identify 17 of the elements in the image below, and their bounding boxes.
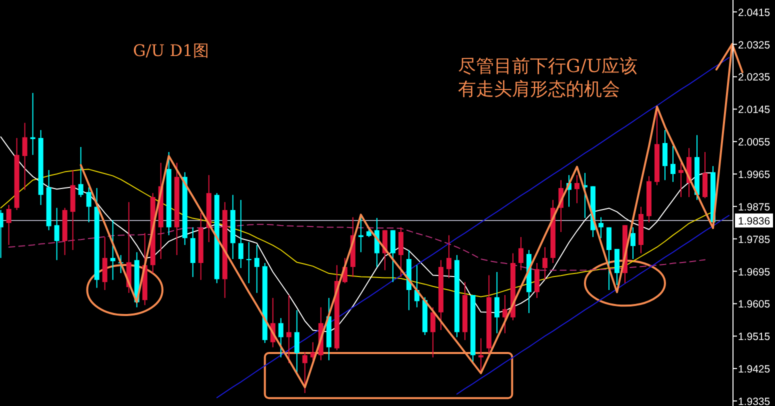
y-tick-label: 2.0415: [738, 6, 770, 19]
y-tick-label: 2.0055: [738, 136, 770, 149]
y-tick-label: 1.9425: [738, 364, 770, 376]
y-tick-label: 1.9515: [738, 331, 770, 344]
y-tick-label: 1.9965: [738, 169, 770, 181]
y-tick-label: 1.9875: [738, 201, 770, 214]
y-tick-label: 2.0325: [738, 39, 770, 52]
annotation: 有走头肩形态的机会: [458, 79, 620, 100]
y-tick-label: 2.0145: [738, 104, 770, 116]
y-tick-label: 2.0235: [738, 72, 770, 84]
ref-line-label: 1.9836: [738, 215, 770, 228]
text: G/U D1图: [133, 41, 209, 60]
y-tick-label: 1.9335: [738, 396, 770, 406]
annotation: 尽管目前下行G/U应该: [458, 56, 638, 77]
y-tick-label: 1.9785: [738, 234, 770, 246]
y-tick-label: 1.9605: [738, 298, 770, 311]
y-tick-label: 1.9695: [738, 266, 770, 278]
